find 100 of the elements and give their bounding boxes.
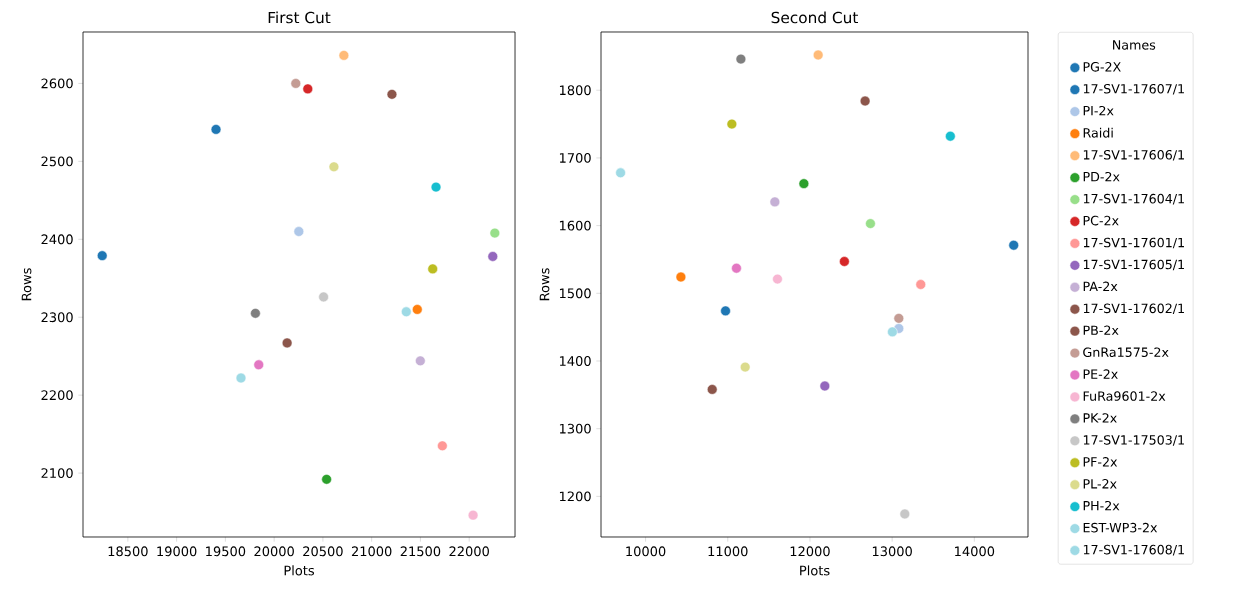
y-tick-label: 1600 bbox=[559, 220, 591, 231]
point bbox=[235, 372, 247, 384]
y-tick-label: 1800 bbox=[559, 85, 591, 96]
x-tick-label: 18500 bbox=[108, 546, 148, 557]
point bbox=[427, 263, 438, 275]
legend-label: PB-2x bbox=[1083, 325, 1119, 335]
legend-label: 17-SV1-17602/1 bbox=[1083, 303, 1184, 315]
x-tick-label: 20000 bbox=[254, 546, 294, 557]
y-tick-label: 2200 bbox=[41, 390, 73, 401]
point bbox=[798, 178, 810, 189]
point bbox=[859, 95, 871, 107]
x-tick-label: 12000 bbox=[790, 546, 830, 557]
x-tick-label: 14000 bbox=[955, 546, 995, 557]
legend-label: 17-SV1-17607/1 bbox=[1083, 83, 1184, 95]
point bbox=[839, 256, 850, 267]
point bbox=[437, 440, 448, 452]
point bbox=[253, 359, 264, 370]
legend-label: PE-2x bbox=[1083, 369, 1118, 379]
legend-label: EST-WP3-2x bbox=[1083, 522, 1158, 533]
legend-label: 17-SV1-17604/1 bbox=[1083, 193, 1184, 205]
y-axis-title: Rows bbox=[21, 268, 32, 301]
legend-label: 17-SV1-17503/1 bbox=[1083, 435, 1184, 446]
y-tick-label: 2600 bbox=[41, 78, 73, 89]
x-tick-label: 19000 bbox=[157, 546, 197, 557]
point bbox=[899, 508, 910, 520]
legend-label: PH-2x bbox=[1083, 500, 1120, 511]
point bbox=[250, 308, 261, 319]
legend-label: FuRa9601-2x bbox=[1083, 391, 1166, 401]
point bbox=[487, 251, 498, 262]
x-tick-label: 20500 bbox=[303, 546, 343, 557]
y-tick-label: 2500 bbox=[41, 156, 73, 167]
x-tick-label: 22000 bbox=[449, 546, 489, 557]
point bbox=[1008, 240, 1019, 251]
point bbox=[293, 226, 305, 237]
point bbox=[338, 50, 350, 61]
point bbox=[321, 474, 332, 485]
point bbox=[739, 361, 751, 373]
x-tick-label: 21000 bbox=[351, 546, 392, 557]
point bbox=[415, 355, 426, 367]
legend-label: 17-SV1-17608/1 bbox=[1083, 544, 1184, 556]
point bbox=[731, 263, 742, 274]
point bbox=[893, 313, 905, 324]
legend-label: PG-2X bbox=[1083, 62, 1121, 72]
point bbox=[772, 273, 783, 285]
y-tick-label: 1700 bbox=[559, 152, 591, 163]
point bbox=[887, 326, 898, 338]
x-tick-label: 11000 bbox=[708, 546, 748, 557]
point bbox=[726, 118, 738, 130]
point bbox=[412, 304, 423, 315]
point bbox=[945, 131, 956, 142]
x-tick-label: 19500 bbox=[206, 546, 246, 557]
legend-label: PC-2x bbox=[1083, 215, 1119, 226]
x-axis-title: Plots bbox=[284, 565, 315, 576]
legend-label: PD-2x bbox=[1083, 171, 1120, 182]
y-tick-label: 1400 bbox=[559, 356, 591, 366]
point bbox=[430, 181, 442, 193]
legend-label: PK-2x bbox=[1083, 413, 1117, 423]
y-tick-label: 2400 bbox=[41, 234, 73, 245]
x-axis-title: Plots bbox=[800, 565, 830, 576]
legend-label: PA-2x bbox=[1083, 281, 1118, 291]
legend-label: 17-SV1-17606/1 bbox=[1083, 149, 1184, 161]
point bbox=[302, 83, 313, 95]
point bbox=[819, 380, 831, 392]
point bbox=[97, 250, 108, 261]
point bbox=[290, 78, 301, 89]
point bbox=[281, 337, 293, 349]
point bbox=[720, 305, 731, 317]
x-tick-label: 10000 bbox=[626, 546, 666, 557]
legend-label: 17-SV1-17605/1 bbox=[1083, 259, 1184, 271]
point bbox=[865, 218, 876, 229]
y-tick-label: 2300 bbox=[41, 312, 73, 323]
legend-title: Names bbox=[1113, 40, 1156, 50]
x-tick-label: 21500 bbox=[400, 546, 441, 557]
legend-label: PL-2x bbox=[1083, 479, 1117, 489]
point bbox=[328, 161, 340, 173]
point bbox=[769, 196, 781, 208]
point bbox=[735, 53, 747, 65]
point bbox=[210, 124, 222, 135]
point bbox=[707, 384, 718, 395]
legend-label: 17-SV1-17601/1 bbox=[1083, 237, 1184, 249]
y-axis-title: Rows bbox=[539, 268, 550, 301]
point bbox=[812, 49, 824, 61]
chart-title: Second Cut bbox=[771, 11, 859, 24]
point bbox=[489, 227, 501, 239]
legend-label: PI-2x bbox=[1083, 105, 1114, 116]
point bbox=[318, 291, 329, 303]
y-tick-label: 1300 bbox=[559, 423, 591, 434]
legend-label: PF-2x bbox=[1083, 457, 1118, 467]
chart-title: First Cut bbox=[268, 11, 331, 24]
y-tick-label: 1500 bbox=[559, 288, 591, 299]
point bbox=[675, 271, 687, 283]
y-tick-label: 2100 bbox=[41, 468, 73, 479]
point bbox=[915, 279, 926, 290]
point bbox=[401, 306, 412, 317]
x-tick-label: 13000 bbox=[872, 546, 912, 557]
legend-label: Raidi bbox=[1083, 127, 1113, 138]
point bbox=[615, 167, 626, 179]
legend-label: GnRa1575-2x bbox=[1083, 347, 1169, 357]
y-tick-label: 1200 bbox=[559, 491, 591, 502]
point bbox=[467, 509, 479, 521]
